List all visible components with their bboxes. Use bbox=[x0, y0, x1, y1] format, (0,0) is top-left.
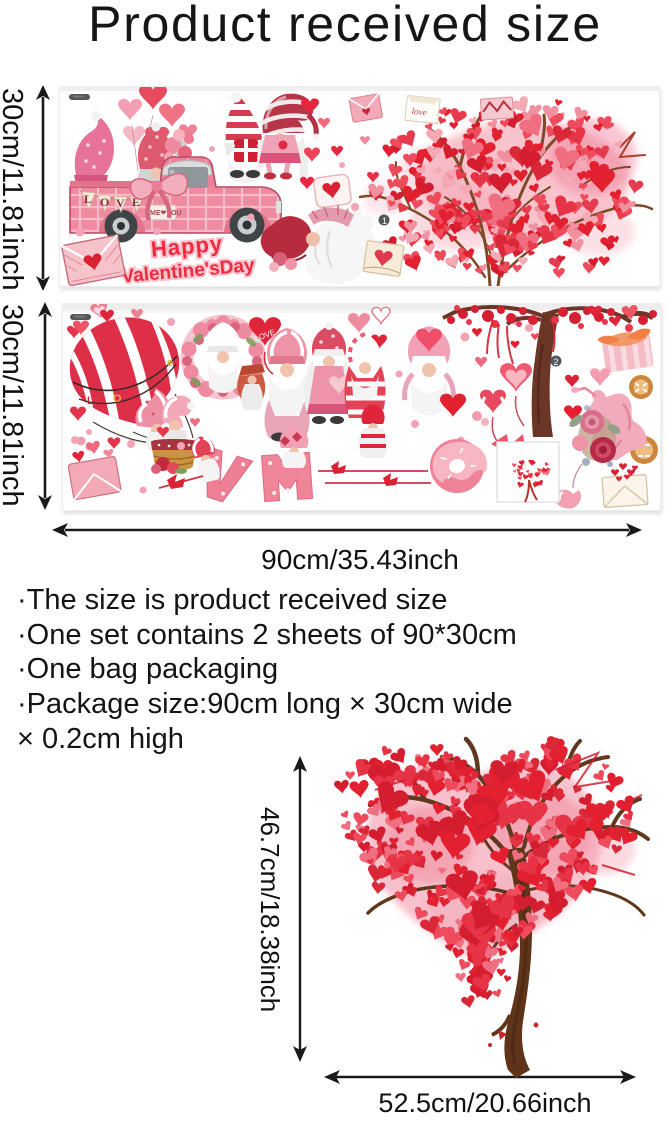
svg-text:O: O bbox=[100, 195, 109, 209]
svg-text:L: L bbox=[87, 395, 94, 407]
svg-text:ME❤YOU: ME❤YOU bbox=[150, 210, 182, 217]
svg-text:E: E bbox=[132, 195, 140, 209]
svg-text:love: love bbox=[411, 106, 427, 118]
svg-text:1: 1 bbox=[382, 216, 387, 226]
svg-text:2: 2 bbox=[554, 357, 559, 367]
svg-text:V: V bbox=[145, 377, 153, 389]
svg-text:V: V bbox=[116, 196, 125, 210]
svg-text:Valentine'sDay: Valentine'sDay bbox=[121, 255, 256, 286]
svg-text:O: O bbox=[113, 393, 122, 405]
svg-text:L: L bbox=[84, 192, 92, 206]
svg-text:Happy: Happy bbox=[150, 231, 224, 262]
svg-text:e: e bbox=[167, 357, 173, 369]
